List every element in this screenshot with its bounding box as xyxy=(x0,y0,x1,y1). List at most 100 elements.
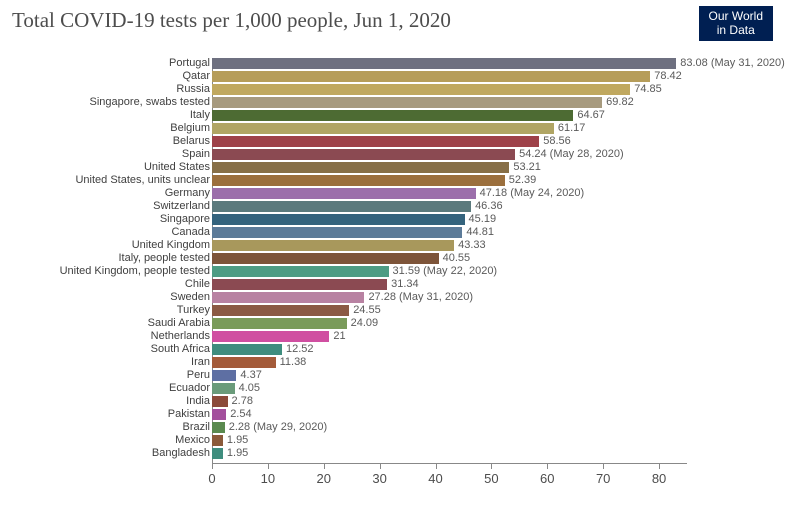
bar-label: South Africa xyxy=(151,343,210,355)
bar-label: Germany xyxy=(165,187,210,199)
bar-value: 40.55 xyxy=(443,252,471,264)
bar xyxy=(212,227,462,238)
bar-value: 78.42 xyxy=(654,70,682,82)
bar-label: Pakistan xyxy=(168,408,210,420)
owid-badge-line2: in Data xyxy=(709,23,763,37)
bar xyxy=(212,214,465,225)
bar-label: Mexico xyxy=(175,434,210,446)
bar xyxy=(212,422,225,433)
bar-label: India xyxy=(186,395,210,407)
bar-label: Iran xyxy=(191,356,210,368)
bar-value: 45.19 xyxy=(469,213,497,225)
bar-value: 58.56 xyxy=(543,135,571,147)
x-tick-label: 20 xyxy=(317,471,331,486)
bar-label: Saudi Arabia xyxy=(148,317,210,329)
bar xyxy=(212,344,282,355)
bar-value: 53.21 xyxy=(513,161,541,173)
bar xyxy=(212,279,387,290)
chart-title: Total COVID-19 tests per 1,000 people, J… xyxy=(12,8,451,33)
bar-label: Brazil xyxy=(182,421,210,433)
bar-value: 12.52 xyxy=(286,343,314,355)
bar xyxy=(212,71,650,82)
x-tick-label: 0 xyxy=(208,471,215,486)
bar xyxy=(212,448,223,459)
bar xyxy=(212,162,509,173)
bar-value: 69.82 xyxy=(606,96,634,108)
bar-label: Qatar xyxy=(182,70,210,82)
x-tick-label: 30 xyxy=(372,471,386,486)
bar xyxy=(212,201,471,212)
bar xyxy=(212,188,476,199)
bar xyxy=(212,331,329,342)
x-tick-label: 60 xyxy=(540,471,554,486)
bar-label: Turkey xyxy=(177,304,210,316)
bar-label: Belgium xyxy=(170,122,210,134)
bar-label: Singapore, swabs tested xyxy=(90,96,210,108)
bar-value: 21 xyxy=(333,330,345,342)
bar xyxy=(212,175,505,186)
bar xyxy=(212,318,347,329)
bar-value: 46.36 xyxy=(475,200,503,212)
bar xyxy=(212,435,223,446)
owid-badge-line1: Our World xyxy=(709,9,763,23)
bar-value: 27.28 (May 31, 2020) xyxy=(368,291,473,303)
bar-value: 43.33 xyxy=(458,239,486,251)
bar-label: United States, units unclear xyxy=(75,174,210,186)
bar-value: 24.09 xyxy=(351,317,379,329)
bar-label: Belarus xyxy=(173,135,210,147)
bar-chart: Portugal83.08 (May 31, 2020)Qatar78.42Ru… xyxy=(0,52,789,496)
x-tick-label: 40 xyxy=(428,471,442,486)
bar xyxy=(212,357,276,368)
bar-label: Netherlands xyxy=(151,330,210,342)
x-tick xyxy=(603,463,604,469)
x-axis-line xyxy=(212,463,687,464)
bar-value: 4.37 xyxy=(240,369,261,381)
bar-label: Ecuador xyxy=(169,382,210,394)
bar-value: 31.59 (May 22, 2020) xyxy=(393,265,498,277)
bar xyxy=(212,292,364,303)
bar-label: Chile xyxy=(185,278,210,290)
bar-label: Sweden xyxy=(170,291,210,303)
bar-value: 47.18 (May 24, 2020) xyxy=(480,187,585,199)
bar-value: 31.34 xyxy=(391,278,419,290)
bar-label: Peru xyxy=(187,369,210,381)
x-tick xyxy=(659,463,660,469)
bar-value: 2.54 xyxy=(230,408,251,420)
bar-value: 2.28 (May 29, 2020) xyxy=(229,421,327,433)
x-tick xyxy=(212,463,213,469)
bar xyxy=(212,97,602,108)
bar xyxy=(212,149,515,160)
bar xyxy=(212,305,349,316)
bar xyxy=(212,383,235,394)
bar xyxy=(212,123,554,134)
bar xyxy=(212,240,454,251)
x-tick-label: 50 xyxy=(484,471,498,486)
bar-value: 52.39 xyxy=(509,174,537,186)
bar-label: Italy, people tested xyxy=(118,252,210,264)
bar-label: United States xyxy=(144,161,210,173)
bar-value: 2.78 xyxy=(232,395,253,407)
bar xyxy=(212,136,539,147)
bar-label: United Kingdom, people tested xyxy=(60,265,210,277)
bar-value: 64.67 xyxy=(577,109,605,121)
owid-badge: Our World in Data xyxy=(699,6,773,41)
bar-value: 74.85 xyxy=(634,83,662,95)
bar-value: 61.17 xyxy=(558,122,586,134)
bar-value: 54.24 (May 28, 2020) xyxy=(519,148,624,160)
bar-label: Italy xyxy=(190,109,210,121)
bar-label: Singapore xyxy=(160,213,210,225)
x-tick xyxy=(324,463,325,469)
bar-label: Portugal xyxy=(169,57,210,69)
x-tick xyxy=(380,463,381,469)
bar-label: Switzerland xyxy=(153,200,210,212)
bar-label: United Kingdom xyxy=(132,239,210,251)
bar-value: 24.55 xyxy=(353,304,381,316)
x-tick xyxy=(436,463,437,469)
bar-value: 4.05 xyxy=(239,382,260,394)
bar xyxy=(212,253,439,264)
x-tick xyxy=(547,463,548,469)
bar xyxy=(212,396,228,407)
x-tick-label: 70 xyxy=(596,471,610,486)
bar-value: 83.08 (May 31, 2020) xyxy=(680,57,785,69)
bar-value: 1.95 xyxy=(227,434,248,446)
